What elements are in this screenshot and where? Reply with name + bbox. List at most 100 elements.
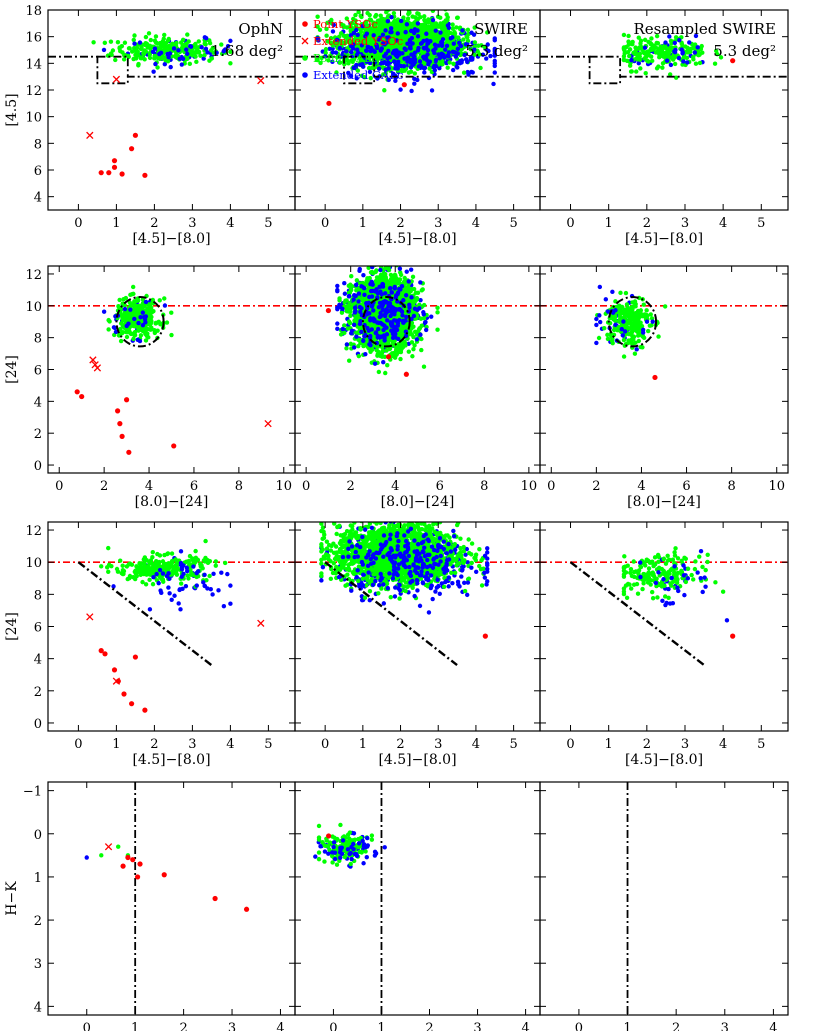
extended-galc-point <box>136 320 141 326</box>
point-galc-point <box>353 12 358 18</box>
point-galc-point <box>442 21 447 26</box>
point-galc-point <box>468 47 474 52</box>
point-galc-point <box>421 364 427 369</box>
extended-galc-point <box>680 51 685 56</box>
point-galc-point <box>192 43 197 48</box>
extended-galc-point <box>685 60 690 65</box>
point-galc-point <box>411 334 416 340</box>
cut-box <box>589 55 622 77</box>
point-galc-point <box>412 71 418 76</box>
extended-galc-point <box>409 28 414 34</box>
extended-galc-point <box>205 50 210 55</box>
extended-galc-point <box>415 34 421 39</box>
y-tick-label: 10 <box>25 300 42 315</box>
point-galc-point <box>642 37 648 43</box>
point-galc-point <box>445 17 450 23</box>
extended-galc-point <box>667 34 672 39</box>
x-tick-label: 2 <box>100 479 108 494</box>
extended-galc-point <box>185 51 190 57</box>
point-galc-point <box>346 61 351 66</box>
point-galc-point <box>444 28 449 33</box>
extended-galc-point <box>681 59 686 64</box>
point-galc-point <box>359 262 363 266</box>
point-galc-point <box>447 60 452 65</box>
extended-galc-point <box>437 56 442 61</box>
point-galc-point <box>438 23 443 28</box>
point-galc-point <box>667 54 672 60</box>
legend-entry: Extended YSOc <box>313 34 403 48</box>
extended-galc-point <box>162 61 168 67</box>
extended-galc-point <box>445 23 451 28</box>
extended-galc-point <box>137 40 143 45</box>
extended-galc-point <box>333 50 339 55</box>
point-galc-point <box>326 58 331 63</box>
point-galc-point <box>364 19 369 24</box>
cut-line <box>540 55 788 85</box>
point-galc-point <box>673 75 679 80</box>
extended-galc-point <box>364 59 370 64</box>
x-tick-label: 3 <box>434 216 442 231</box>
point-galc-point <box>157 298 162 303</box>
point-galc-point <box>656 64 661 69</box>
point-galc-point <box>414 295 420 301</box>
extended-galc-point <box>376 66 382 71</box>
point-galc-point <box>124 334 130 340</box>
point-galc-point <box>153 34 159 39</box>
point-galc-point <box>315 57 320 63</box>
extended-galc-point <box>228 38 233 44</box>
point-galc-point <box>374 348 380 353</box>
point-galc-point <box>697 60 703 66</box>
point-galc-point <box>454 25 459 30</box>
x-axis-label: [4.5]−[8.0] <box>132 231 210 247</box>
point-galc-point <box>465 27 471 33</box>
point-galc-point <box>132 333 137 338</box>
point-galc-point <box>126 318 131 323</box>
point-galc-point <box>135 296 140 301</box>
point-galc-point <box>403 34 408 40</box>
point-galc-point <box>323 50 328 56</box>
legend-marker <box>302 72 308 78</box>
extended-ysoc-point <box>89 356 97 364</box>
point-galc-point <box>143 42 148 48</box>
point-galc-point <box>344 16 349 21</box>
extended-galc-point <box>338 54 343 59</box>
point-galc-point <box>129 292 135 297</box>
point-galc-point <box>137 327 142 332</box>
point-galc-point <box>165 38 171 43</box>
extended-galc-point <box>409 88 414 94</box>
point-galc-point <box>122 318 128 323</box>
point-galc-point <box>91 40 96 45</box>
extended-galc-point <box>388 30 393 35</box>
point-galc-point <box>382 88 387 93</box>
point-galc-point <box>479 43 484 48</box>
extended-galc-point <box>361 272 366 278</box>
point-ysoc-point <box>401 82 407 88</box>
extended-galc-point <box>374 45 380 51</box>
extended-galc-point <box>225 44 231 49</box>
extended-galc-point <box>157 51 162 57</box>
extended-galc-point <box>404 22 410 27</box>
point-galc-point <box>461 37 466 42</box>
point-galc-point <box>394 352 399 358</box>
point-galc-point <box>444 12 449 17</box>
point-galc-point <box>644 58 650 63</box>
extended-galc-point <box>425 52 430 57</box>
legend-marker <box>302 21 308 27</box>
point-galc-point <box>383 370 388 376</box>
point-galc-point <box>376 52 381 57</box>
point-galc-point <box>686 48 691 54</box>
extended-galc-point <box>138 315 143 320</box>
point-galc-point <box>342 41 347 46</box>
extended-galc-point <box>492 36 497 41</box>
point-galc-point <box>413 290 419 296</box>
point-ysoc-point <box>123 397 130 403</box>
point-galc-point <box>118 338 124 344</box>
point-galc-point <box>324 33 329 38</box>
panel-label: Resampled SWIRE <box>633 20 776 38</box>
point-galc-point <box>131 37 136 43</box>
point-galc-point <box>121 313 127 318</box>
point-galc-point <box>356 353 362 359</box>
extended-galc-point <box>349 50 354 55</box>
point-galc-point <box>412 343 417 348</box>
point-galc-point <box>356 10 361 15</box>
